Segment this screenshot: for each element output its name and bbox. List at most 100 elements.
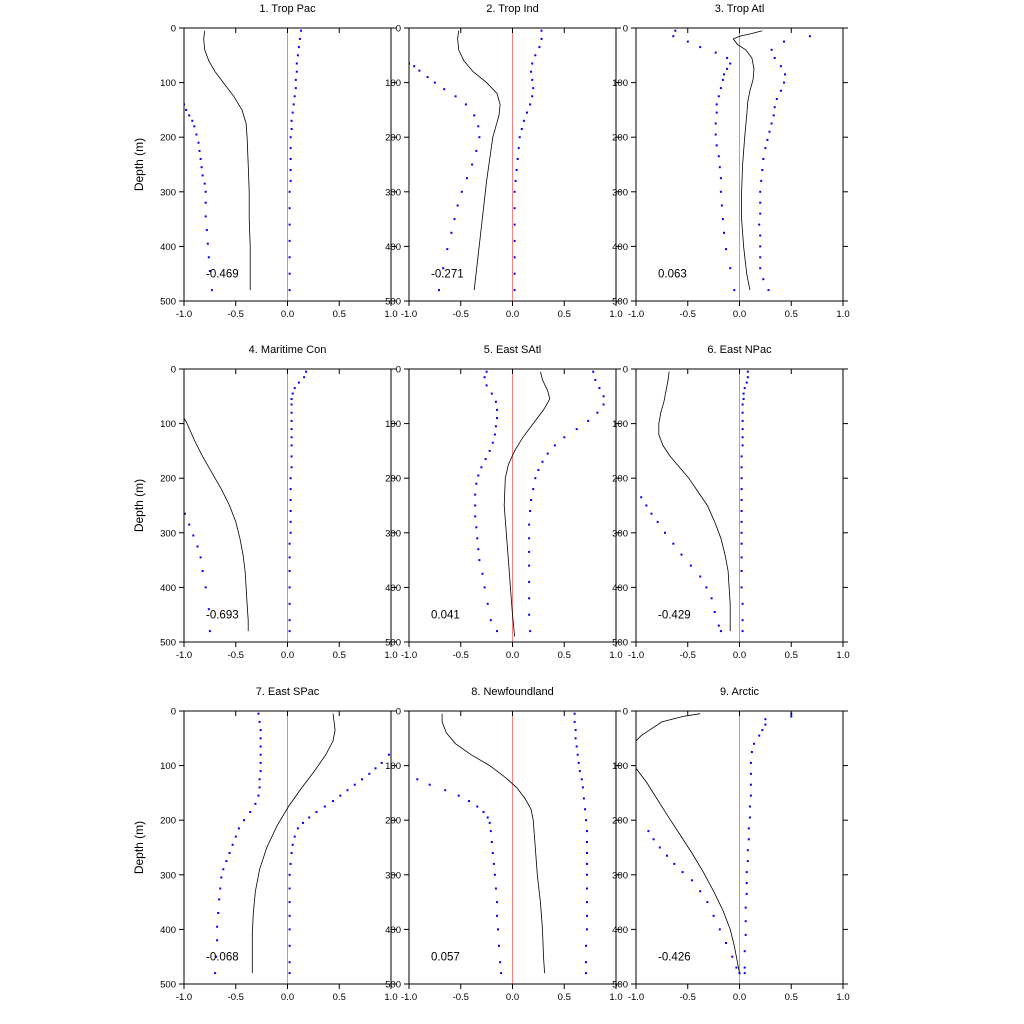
y-tick-label: 400 [612, 583, 628, 594]
series-dot [288, 887, 291, 890]
series-dot [744, 906, 747, 909]
series-dot [518, 136, 521, 139]
series-dot [740, 570, 743, 572]
series-dot [723, 73, 725, 76]
series-dot [490, 841, 493, 843]
series-dot [195, 133, 198, 136]
x-tick-label: -1.0 [401, 309, 417, 320]
series-dot [296, 54, 299, 57]
series-line [441, 713, 545, 974]
series-dot [199, 158, 202, 160]
series-dot [288, 944, 291, 947]
series-dot [750, 751, 753, 753]
series-dot [580, 778, 583, 781]
series-dot [290, 455, 293, 458]
x-tick-label: -1.0 [176, 650, 192, 661]
series-dot [492, 862, 495, 865]
series-dot [522, 119, 525, 122]
series-dot [714, 51, 717, 54]
series-dot [740, 466, 743, 469]
y-tick-label: 0 [396, 24, 401, 35]
series-line [251, 713, 336, 974]
series-dot [764, 723, 767, 726]
series-dot [259, 737, 262, 740]
series-dot [530, 499, 533, 501]
series-dot [468, 800, 470, 803]
series-dot [210, 289, 213, 292]
series-dot [475, 482, 478, 485]
series-dot [586, 852, 588, 854]
x-tick-label: 0.0 [733, 650, 746, 661]
series-dot [513, 190, 516, 193]
series-dot [426, 76, 429, 79]
series-dot [740, 542, 743, 545]
series-dot [477, 474, 480, 477]
series-dot [217, 912, 220, 914]
series-dot [323, 805, 326, 808]
x-tick-label: 1.0 [609, 992, 622, 1003]
series-dot [761, 169, 764, 171]
series-dot [513, 207, 516, 210]
series-dot [288, 542, 291, 545]
series-dot [481, 572, 484, 575]
series-dot [764, 718, 767, 721]
series-dot [717, 624, 720, 627]
x-tick-label: -0.5 [680, 309, 696, 320]
x-tick-label: 1.0 [836, 309, 849, 320]
series-dot [289, 179, 292, 182]
panel-title: 4. Maritime Con [249, 344, 327, 356]
series-dot [741, 411, 744, 414]
series-dot [380, 761, 383, 764]
series-dot [790, 715, 793, 718]
series-dot [473, 114, 476, 117]
series-dot [759, 245, 762, 248]
series-dot [674, 29, 677, 32]
series-dot [297, 381, 300, 384]
correlation-value: -0.429 [658, 610, 691, 622]
series-dot [288, 602, 291, 605]
x-tick-label: 1.0 [609, 309, 622, 320]
series-dot [353, 783, 356, 786]
series-dot [293, 835, 296, 838]
series-dot [489, 830, 492, 833]
series-dot [416, 778, 419, 781]
series-dot [602, 403, 605, 406]
series-dot [478, 559, 481, 562]
series-dot [346, 789, 349, 792]
y-tick-label: 500 [385, 980, 401, 991]
x-tick-label: 1.0 [609, 650, 622, 661]
series-dot [205, 229, 208, 231]
series-line [503, 371, 551, 637]
series-dot [729, 62, 732, 65]
series-dot [490, 392, 493, 395]
series-dot [584, 808, 586, 811]
series-dot [526, 111, 528, 114]
series-dot [652, 838, 655, 841]
series-dot [290, 852, 293, 854]
series-dot [207, 256, 210, 259]
series-dot [477, 125, 480, 128]
series-dot [288, 570, 291, 572]
series-dot [745, 892, 748, 895]
series-dot [528, 550, 531, 553]
series-dot [387, 753, 390, 756]
series-dot [784, 73, 786, 76]
y-tick-label: 0 [623, 24, 628, 35]
series-dot [493, 873, 496, 876]
series-dot [290, 398, 293, 400]
series-dot [294, 87, 297, 90]
series-dot [290, 403, 293, 406]
x-tick-label: 0.0 [281, 992, 294, 1003]
series-dot [749, 772, 752, 775]
series-dot [259, 753, 262, 756]
series-dot [759, 190, 762, 193]
series-dot [783, 40, 785, 43]
series-dot [745, 871, 748, 874]
series-dot [672, 542, 675, 545]
y-tick-label: 0 [171, 24, 176, 35]
series-dot [258, 720, 261, 723]
series-dot [289, 531, 292, 534]
series-dot [741, 428, 744, 431]
series-dot [513, 289, 516, 292]
